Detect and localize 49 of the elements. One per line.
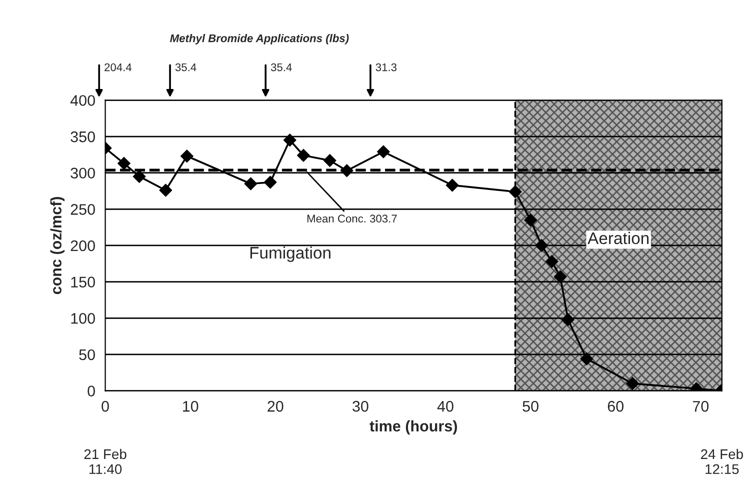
text: 35.4 <box>175 63 196 72</box>
point <box>524 214 537 226</box>
point <box>562 313 574 326</box>
x-axis-title: time (hours) <box>370 420 457 435</box>
x-tick-label: 60 <box>608 400 624 412</box>
x-tick-label: 30 <box>352 400 368 412</box>
point <box>535 239 548 252</box>
point <box>554 270 567 284</box>
y-tick-label: 50 <box>79 349 95 360</box>
point <box>323 154 336 167</box>
point <box>545 255 558 268</box>
point <box>297 148 310 162</box>
annotation: Mean Conc. 303.7 <box>307 214 397 223</box>
y-tick-label: 300 <box>70 168 95 179</box>
x-tick-label: 10 <box>183 400 198 412</box>
point <box>508 185 522 198</box>
y-axis-title: conc (oz/mcf) <box>50 197 65 294</box>
point <box>283 134 296 147</box>
point <box>340 164 354 178</box>
point <box>626 377 640 390</box>
text: Methyl Bromide Applications (lbs) <box>170 34 349 44</box>
y-tick-label: 350 <box>70 131 95 142</box>
text: 21 Feb 11:40 <box>84 448 126 474</box>
point <box>446 178 459 192</box>
point <box>118 156 130 170</box>
point <box>264 176 277 189</box>
text: 204.4 <box>104 63 132 72</box>
x-tick-label: 70 <box>692 400 709 412</box>
point <box>244 177 258 190</box>
x-tick-label: 20 <box>268 400 284 412</box>
y-tick-label: 250 <box>70 204 95 215</box>
x-tick-label: 50 <box>522 400 538 412</box>
x-tick-label: 0 <box>102 400 109 412</box>
point <box>159 184 172 197</box>
text: 35.4 <box>270 63 292 72</box>
band-label: Aeration <box>588 232 649 244</box>
point <box>580 352 594 366</box>
y-tick-label: 150 <box>71 276 95 288</box>
y-tick-label: 400 <box>70 95 95 106</box>
annotation: Fumigation <box>250 246 330 262</box>
y-tick-label: 100 <box>71 313 95 324</box>
y-tick-label: 200 <box>70 240 95 252</box>
text: 31.3 <box>376 63 397 72</box>
point <box>376 145 390 158</box>
x-tick-label: 40 <box>437 400 454 412</box>
text: 24 Feb 12:15 <box>701 448 743 474</box>
point <box>180 150 194 163</box>
y-tick-label: 0 <box>88 386 95 396</box>
point <box>132 170 146 183</box>
